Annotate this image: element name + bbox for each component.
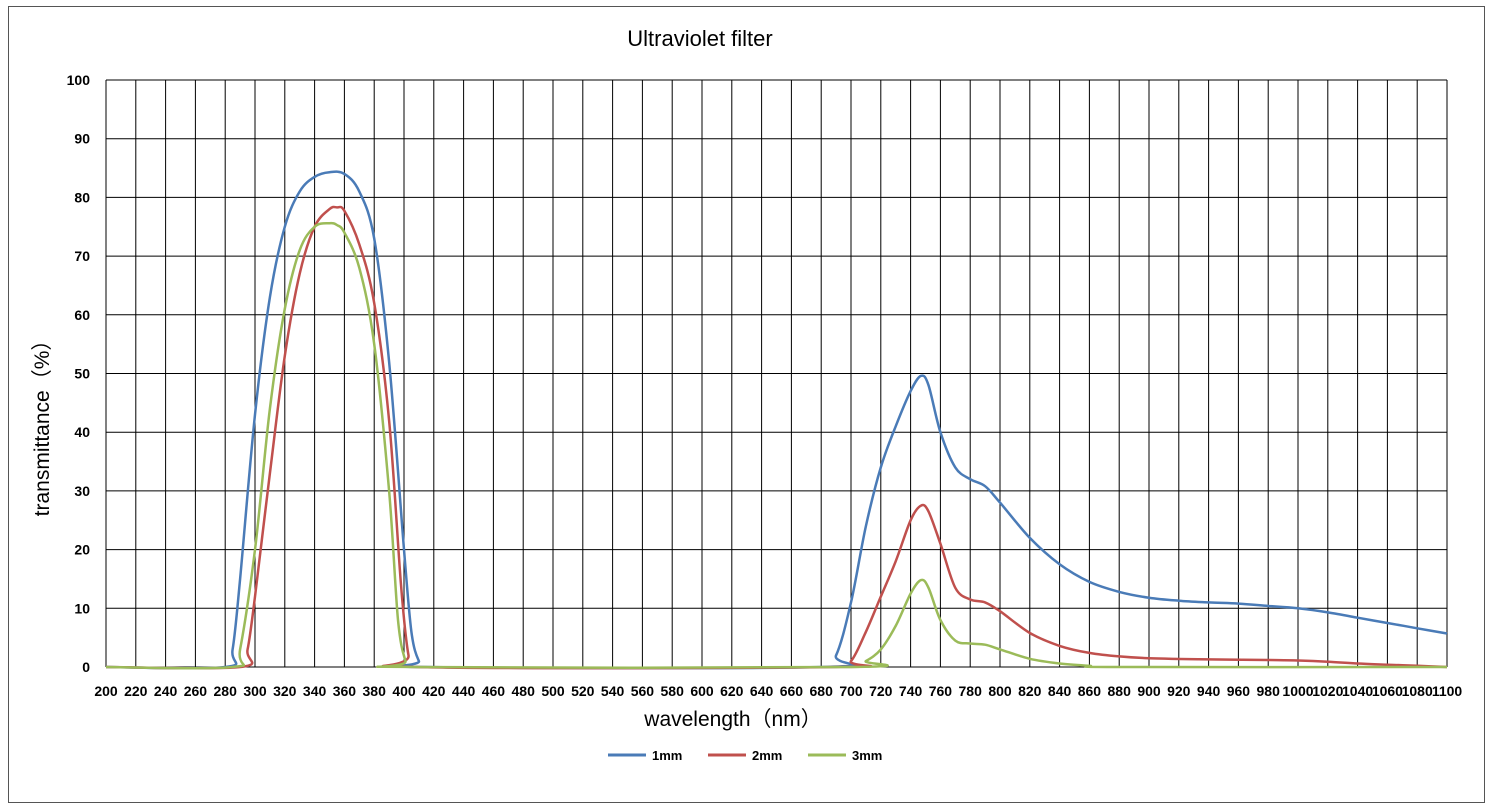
series-lines	[105, 170, 1448, 670]
y-tick-label: 80	[74, 189, 90, 205]
x-tick-label: 920	[1167, 683, 1191, 699]
x-tick-label: 880	[1108, 683, 1132, 699]
x-tick-label: 740	[899, 683, 923, 699]
chart-title: Ultraviolet filter	[627, 26, 772, 51]
x-tick-label: 340	[303, 683, 327, 699]
x-tick-label: 640	[750, 683, 774, 699]
x-tick-label: 1040	[1342, 683, 1373, 699]
x-tick-label: 460	[482, 683, 506, 699]
y-tick-label: 30	[74, 483, 90, 499]
x-tick-label: 520	[571, 683, 595, 699]
y-tick-label: 20	[74, 542, 90, 558]
y-tick-label: 60	[74, 307, 90, 323]
x-tick-label: 440	[452, 683, 476, 699]
y-tick-label: 40	[74, 424, 90, 440]
x-tick-label: 660	[780, 683, 804, 699]
x-tick-label: 400	[392, 683, 416, 699]
legend-label-1mm: 1mm	[652, 748, 682, 763]
tick-labels: 200 220 240 260 280 300 320 340 360 380 400 420 440 4…	[67, 72, 1463, 699]
x-tick-label: 220	[124, 683, 148, 699]
x-tick-label: 860	[1078, 683, 1102, 699]
x-tick-label: 480	[512, 683, 536, 699]
series-line-2mm	[105, 205, 1448, 670]
x-tick-label: 580	[661, 683, 685, 699]
legend: 1mm 2mm 3mm	[608, 748, 882, 763]
x-tick-label: 840	[1048, 683, 1072, 699]
x-tick-label: 700	[839, 683, 863, 699]
y-tick-label: 0	[82, 659, 90, 675]
x-tick-label: 240	[154, 683, 178, 699]
x-tick-label: 1080	[1402, 683, 1433, 699]
x-tick-label: 960	[1227, 683, 1251, 699]
x-tick-label: 540	[601, 683, 625, 699]
x-tick-label: 980	[1257, 683, 1281, 699]
y-tick-label: 50	[74, 366, 90, 382]
x-tick-label: 600	[690, 683, 714, 699]
x-tick-label: 280	[214, 683, 238, 699]
y-tick-label: 90	[74, 131, 90, 147]
y-tick-label: 70	[74, 248, 90, 264]
y-tick-label: 100	[67, 72, 91, 88]
x-tick-label: 1100	[1432, 683, 1463, 699]
legend-label-3mm: 3mm	[852, 748, 882, 763]
x-tick-label: 780	[959, 683, 983, 699]
y-tick-label: 10	[74, 600, 90, 616]
x-tick-label: 320	[273, 683, 297, 699]
x-tick-label: 1000	[1282, 683, 1313, 699]
x-tick-label: 360	[333, 683, 357, 699]
x-tick-label: 500	[541, 683, 565, 699]
x-tick-label: 200	[94, 683, 118, 699]
x-tick-label: 940	[1197, 683, 1221, 699]
x-tick-label: 420	[422, 683, 446, 699]
x-tick-label: 620	[720, 683, 744, 699]
x-tick-label: 1020	[1312, 683, 1343, 699]
legend-label-2mm: 2mm	[752, 748, 782, 763]
x-axis-label: wavelength（nm）	[643, 708, 821, 731]
series-line-1mm	[105, 170, 1448, 670]
grid	[105, 79, 1448, 668]
x-tick-label: 380	[363, 683, 387, 699]
x-tick-label: 300	[243, 683, 267, 699]
x-tick-label: 900	[1137, 683, 1161, 699]
x-tick-label: 260	[184, 683, 208, 699]
x-tick-label: 820	[1018, 683, 1042, 699]
x-tick-label: 1060	[1372, 683, 1403, 699]
x-tick-label: 760	[929, 683, 953, 699]
x-tick-label: 560	[631, 683, 655, 699]
series-line-3mm	[105, 221, 1448, 670]
x-tick-label: 680	[810, 683, 834, 699]
y-axis-label: transmittance（%）	[31, 330, 54, 517]
x-tick-label: 800	[988, 683, 1012, 699]
x-tick-label: 720	[869, 683, 893, 699]
